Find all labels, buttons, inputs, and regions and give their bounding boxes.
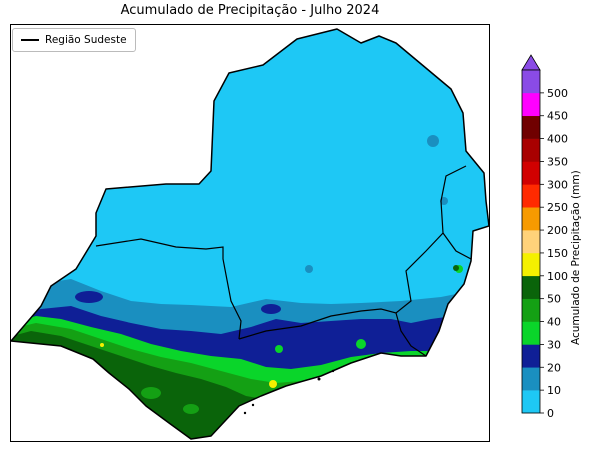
colorbar-swatch <box>522 115 540 139</box>
colorbar-tick-label: 10 <box>547 384 561 397</box>
precip-peak <box>100 343 104 347</box>
colorbar-tick-label: 250 <box>547 201 568 214</box>
colorbar-swatch <box>522 321 540 345</box>
colorbar-tick-label: 100 <box>547 270 568 283</box>
colorbar-tick-label: 450 <box>547 110 568 123</box>
state-border <box>95 238 242 340</box>
colorbar-tick-label: 0 <box>547 407 554 420</box>
precip-patch <box>275 345 283 353</box>
precip-patch <box>141 387 161 399</box>
colorbar-swatch <box>522 138 540 162</box>
precipitation-map <box>11 28 489 440</box>
colorbar-extend-arrow <box>521 54 541 71</box>
colorbar-swatch <box>522 70 540 94</box>
colorbar-swatch <box>522 367 540 391</box>
island <box>243 411 247 415</box>
colorbar-swatch <box>522 207 540 231</box>
island <box>331 369 335 373</box>
colorbar-tick-label: 350 <box>547 155 568 168</box>
colorbar-tick-label: 500 <box>547 87 568 100</box>
colorbar-tick-label: 300 <box>547 178 568 191</box>
colorbar-label: Acumulado de Precipitação (mm) <box>570 170 582 345</box>
colorbar-swatch <box>522 161 540 185</box>
colorbar-tick-label: 400 <box>547 133 568 146</box>
colorbar-swatch <box>522 344 540 368</box>
colorbar-swatch <box>522 184 540 208</box>
colorbar-tick-label: 200 <box>547 224 568 237</box>
colorbar-swatch <box>522 390 540 414</box>
colorbar-swatch <box>522 92 540 117</box>
map-legend: Região Sudeste <box>12 28 136 52</box>
legend-line-swatch <box>21 39 39 41</box>
colorbar-tick-label: 40 <box>547 316 561 329</box>
precip-patch <box>261 304 281 314</box>
colorbar-tick-label: 150 <box>547 247 568 260</box>
state-border <box>442 232 472 260</box>
colorbar-tick-label: 50 <box>547 293 561 306</box>
colorbar-tick-label: 30 <box>547 338 561 351</box>
colorbar-tick-label: 20 <box>547 361 561 374</box>
colorbar-frame <box>521 69 541 414</box>
precip-patch <box>305 265 313 273</box>
map-title: Acumulado de Precipitação - Julho 2024 <box>120 3 380 18</box>
precip-patch <box>75 291 103 303</box>
precip-patch <box>356 339 366 349</box>
island <box>317 377 321 381</box>
colorbar-swatch <box>522 252 540 277</box>
island <box>251 403 255 407</box>
colorbar-swatch <box>522 275 540 299</box>
colorbar-swatch <box>522 230 540 254</box>
state-border <box>395 312 427 357</box>
map-area <box>10 24 490 442</box>
state-border <box>238 165 467 340</box>
precip-patch <box>453 265 459 271</box>
legend-label: Região Sudeste <box>45 34 127 46</box>
sudeste-region-outline <box>11 28 489 440</box>
precip-patch <box>427 135 439 147</box>
precip-peak <box>269 380 277 388</box>
colorbar: 0 10 20 30 40 50 100 150 200 250 300 350 400 450 500 <box>521 54 568 420</box>
precip-patch <box>183 404 199 414</box>
colorbar-swatch <box>522 298 540 322</box>
